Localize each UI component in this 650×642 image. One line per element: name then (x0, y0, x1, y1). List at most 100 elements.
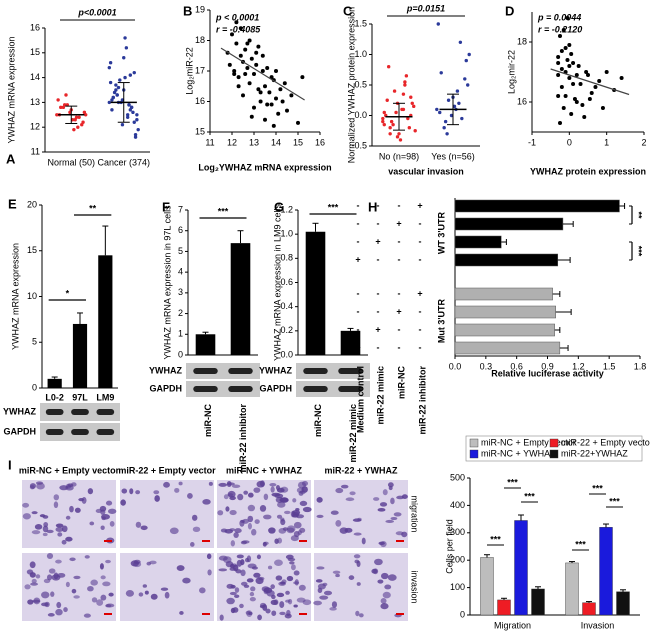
scale-bar (104, 540, 112, 542)
y-axis-label: Normalized YWHAZ protein expression (346, 7, 356, 163)
sign: + (375, 236, 380, 246)
cell (358, 613, 364, 618)
sign: - (419, 218, 422, 228)
data-point (81, 120, 85, 124)
data-point (561, 28, 566, 32)
y-tick-label: 0.4 (280, 301, 293, 311)
data-point (567, 43, 572, 47)
cell (56, 601, 62, 609)
data-point (131, 110, 135, 115)
data-point (407, 126, 412, 130)
significance-label: *** (507, 477, 518, 487)
cell (299, 527, 306, 533)
y-tick-label: 0 (460, 609, 465, 619)
cell (78, 497, 85, 502)
sign: - (398, 342, 401, 352)
group-label: Mut 3'UTR (436, 298, 446, 343)
cell (91, 597, 98, 603)
cell (329, 607, 337, 611)
cell (22, 502, 30, 508)
cell (57, 532, 63, 537)
bar (47, 378, 62, 388)
data-point (439, 71, 443, 75)
data-point (563, 94, 568, 98)
y-tick-label: 10 (27, 291, 37, 301)
cell (243, 490, 249, 495)
cell (317, 583, 326, 590)
cell (274, 559, 283, 566)
significance-label: *** (609, 496, 620, 506)
cell (55, 608, 63, 616)
y-tick-label: 7 (178, 204, 183, 214)
y-tick-label: 15 (27, 245, 37, 255)
data-point (245, 41, 250, 46)
panel-letter: C (343, 3, 353, 18)
x-tick-label: miR-NC (203, 404, 213, 437)
data-point (122, 56, 126, 60)
data-point (404, 74, 409, 78)
cell (109, 520, 115, 527)
cell (263, 541, 269, 546)
data-point (135, 118, 139, 122)
data-point (385, 98, 389, 102)
x-tick-label: 0.0 (449, 361, 462, 371)
cell (179, 611, 184, 615)
cell (292, 498, 297, 503)
cell (286, 575, 294, 582)
legend-label: miR-22 + Empty vector (561, 437, 650, 447)
cell (268, 527, 276, 534)
cell (247, 492, 254, 498)
cell (34, 524, 43, 530)
cell (35, 481, 44, 485)
data-point (129, 105, 134, 110)
significance-label: *** (524, 491, 535, 501)
data-point (136, 127, 140, 132)
cell (380, 540, 387, 548)
data-point (559, 85, 564, 89)
cell (270, 584, 275, 590)
cell (263, 493, 269, 501)
image-column-label: miR-NC + Empty vector (19, 465, 120, 475)
cell (218, 482, 228, 487)
y-tick-label: 16 (195, 96, 205, 106)
data-point (567, 64, 572, 68)
cell (50, 591, 55, 597)
x-axis-label: Relative luciferase activity (491, 368, 604, 378)
image-row-label: migration (410, 495, 420, 532)
cell (313, 600, 322, 606)
x-tick-label: 16 (315, 137, 325, 147)
bar (98, 255, 113, 388)
y-tick-label: 0.6 (280, 277, 293, 287)
cell (231, 484, 241, 488)
data-point (398, 138, 403, 142)
panel-letter: E (8, 196, 17, 211)
cell (388, 485, 393, 491)
image-row-label: invasion (410, 570, 420, 603)
y-axis-label: Log₂miR-22 (184, 47, 194, 95)
data-point (395, 135, 400, 139)
cell (229, 510, 237, 516)
blot-label: YWHAZ (149, 365, 182, 375)
bar (454, 323, 555, 337)
cell (230, 540, 236, 547)
cell (290, 564, 296, 571)
cell (150, 593, 158, 600)
cell (41, 602, 49, 607)
cell (39, 514, 46, 518)
data-point (463, 77, 467, 81)
bar (616, 591, 630, 616)
bar (454, 235, 502, 249)
column-label: miR-22 inhibitor (417, 366, 427, 435)
cell (373, 568, 379, 575)
y-tick-label: 5 (32, 337, 37, 347)
data-point (112, 90, 117, 95)
data-point (584, 70, 589, 74)
y-tick-label: 0 (178, 349, 183, 359)
cell (100, 525, 105, 530)
cell (335, 573, 340, 578)
sign: - (377, 218, 380, 228)
data-point (403, 83, 407, 87)
cell (187, 493, 193, 499)
cell (316, 514, 324, 518)
y-axis-label: YWHAZ mRNA expression (6, 36, 16, 143)
